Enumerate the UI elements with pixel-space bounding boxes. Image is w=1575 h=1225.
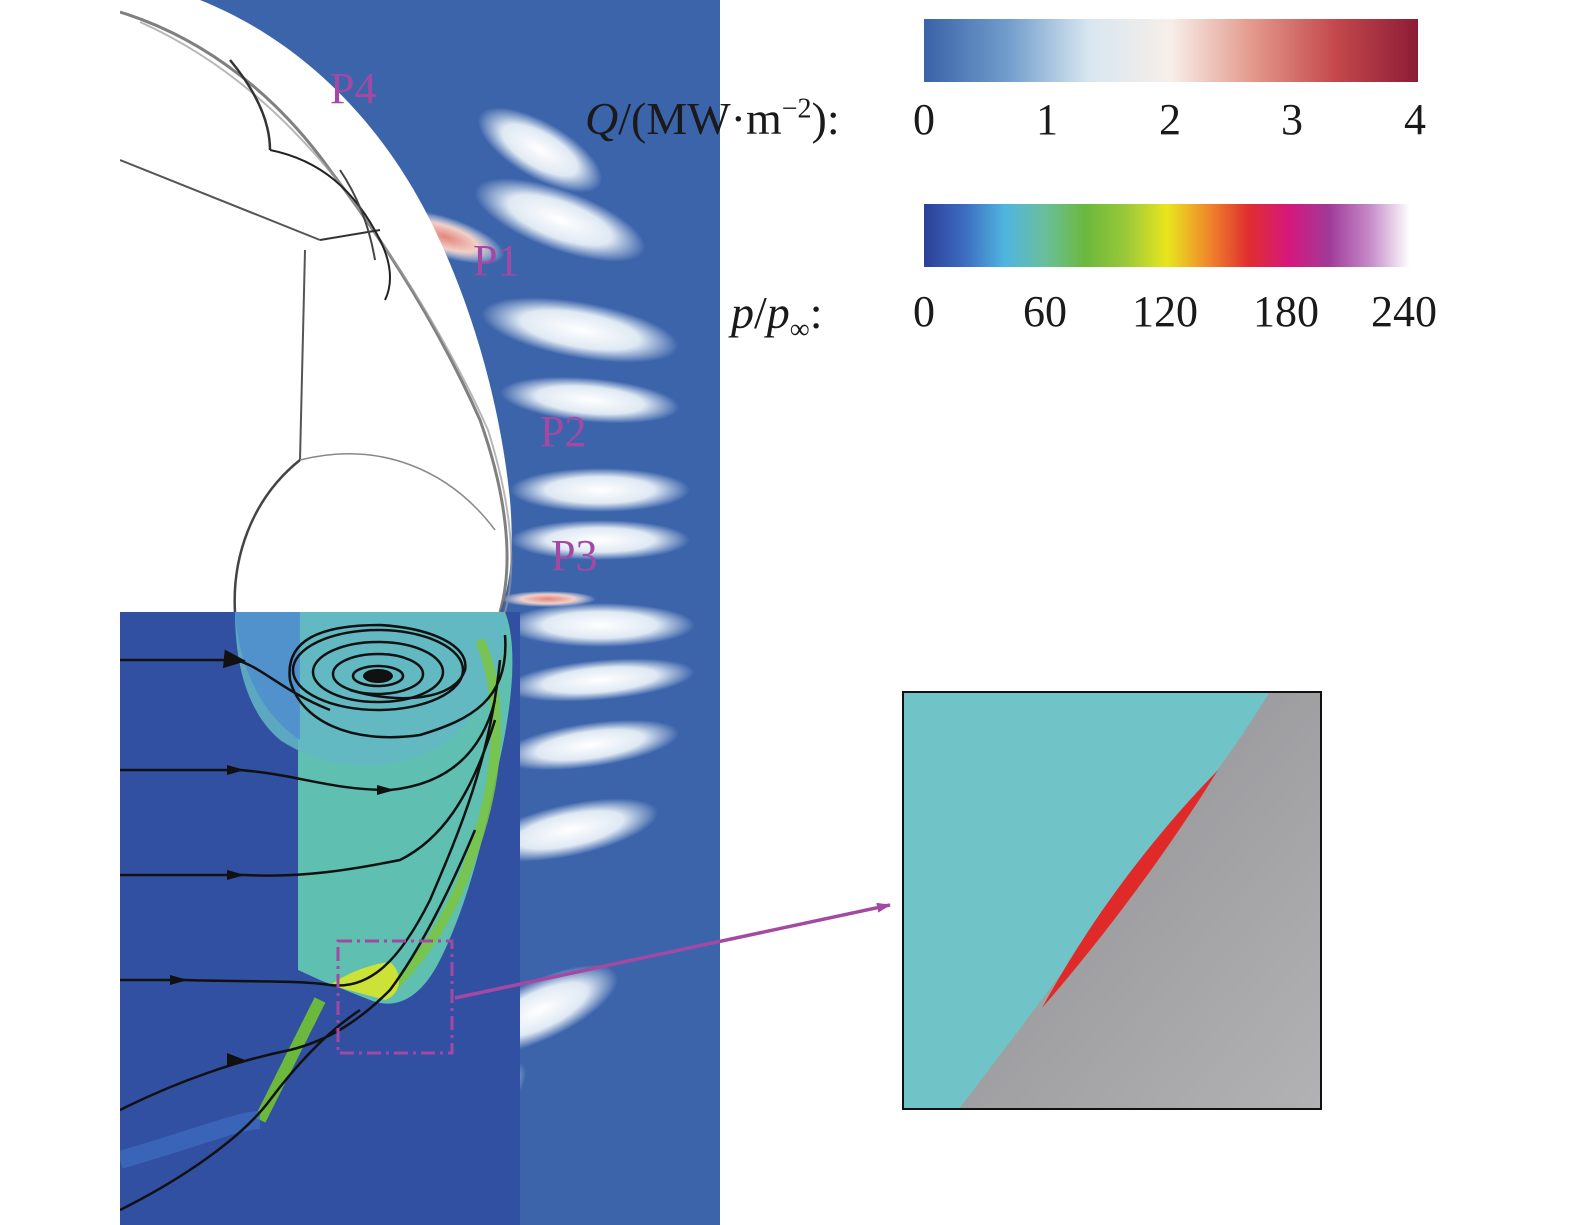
colorbar-q-label: Q/(MW·m−2): bbox=[585, 93, 840, 144]
inset-frame bbox=[902, 691, 1322, 1110]
colorbar-q-tick: 2 bbox=[1159, 95, 1181, 144]
colorbar-p bbox=[924, 204, 1410, 267]
colorbar-q-tick: 0 bbox=[913, 95, 935, 144]
colorbar-q-tick: 4 bbox=[1404, 95, 1426, 144]
colorbar-q-tick: 3 bbox=[1281, 95, 1303, 144]
schlieren-region bbox=[120, 0, 513, 613]
peak-label-p3: P3 bbox=[551, 531, 597, 580]
colorbar-q-tick: 1 bbox=[1036, 95, 1058, 144]
stream-arrows bbox=[170, 655, 395, 1066]
pointer-arrow bbox=[454, 902, 891, 1000]
colorbar-p-tick: 240 bbox=[1371, 287, 1437, 336]
peak-label-p1: P1 bbox=[473, 236, 519, 285]
peak-label-p2: P2 bbox=[540, 407, 586, 456]
colorbar-p-tick: 60 bbox=[1023, 287, 1067, 336]
pressure-field bbox=[120, 612, 520, 1225]
inset-hot-layer bbox=[1042, 770, 1218, 1008]
colorbar-q bbox=[924, 19, 1418, 82]
hot-spot-p3 bbox=[500, 591, 596, 607]
zoom-inset bbox=[902, 691, 1322, 1110]
peak-label-p4: P4 bbox=[330, 64, 376, 113]
colorbar-p-tick: 120 bbox=[1132, 287, 1198, 336]
colorbar-p-tick: 180 bbox=[1253, 287, 1319, 336]
highlight-box bbox=[336, 939, 454, 1055]
colorbar-p-label: p/p∞: bbox=[731, 287, 823, 346]
inset-wall bbox=[959, 692, 1321, 1109]
colorbar-p-tick: 0 bbox=[913, 287, 935, 336]
shock-layer-interior bbox=[120, 0, 512, 612]
